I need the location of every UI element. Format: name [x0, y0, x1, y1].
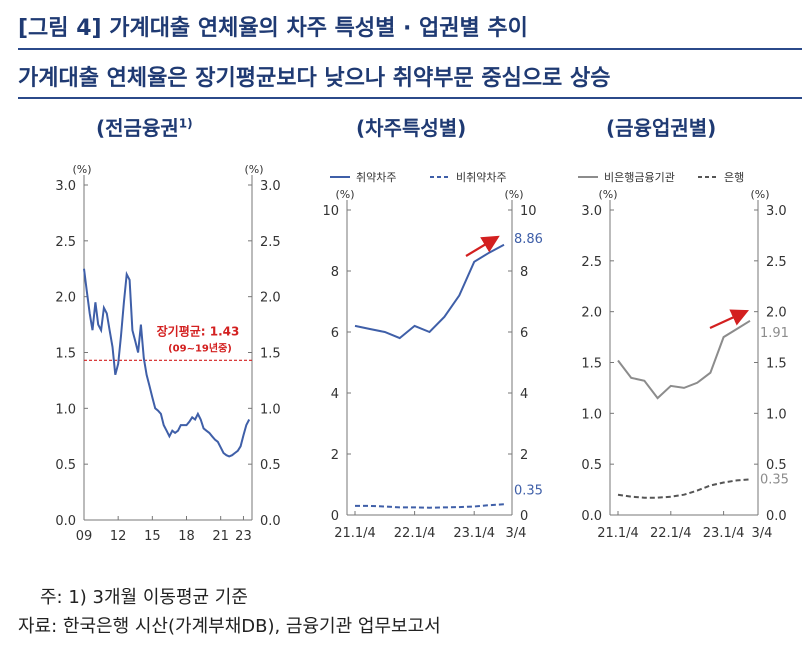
panel1-ytick-left-label: 2.0	[55, 291, 76, 306]
panel1-title-superscript: 1)	[178, 116, 193, 131]
panel1-average-label: 장기평균: 1.43	[157, 323, 240, 338]
panel1-xtick-label: 23	[235, 529, 252, 544]
panel3-ytick-left-label: 1.0	[581, 407, 602, 422]
panel1-ytick-right-label: 2.5	[260, 235, 281, 250]
panel3-ytick-right-label: 3.0	[766, 204, 787, 219]
panel1-ytick-left-label: 1.5	[55, 347, 76, 362]
panel2-ytick-left-label: 4	[331, 387, 339, 402]
panel3-y-unit-right: (%)	[750, 188, 769, 201]
panel2-ytick-right-label: 0	[520, 509, 528, 524]
panel1-ytick-right-label: 3.0	[260, 179, 281, 194]
panel3-ytick-left-label: 2.0	[581, 306, 602, 321]
panel3-ytick-right-label: 2.5	[766, 255, 787, 270]
panel1-xtick-label: 09	[76, 529, 93, 544]
source-note: 자료: 한국은행 시산(가계부채DB), 금융기관 업무보고서	[18, 616, 441, 637]
panel2-ytick-right-label: 6	[520, 326, 528, 341]
panel1-ytick-left-label: 2.5	[55, 235, 76, 250]
panel3-legend-label-1: 비은행금융기관	[604, 171, 675, 184]
panel2-title: (차주특성별)	[356, 116, 467, 140]
panel3-xtick-label: 22.1/4	[650, 526, 692, 541]
panel3-end-label-2: 0.35	[760, 472, 789, 487]
panel2-end-label-1: 8.86	[514, 232, 543, 247]
panel2-ytick-left-label: 2	[331, 448, 339, 463]
panel3-ytick-right-label: 0.0	[766, 509, 787, 524]
panel3-y-unit-left: (%)	[598, 188, 617, 201]
chart-area: 0.0 0.0 0.5 0.5 1.0 1.0 1.5 1.5 2.0 2.0 2.5 2.5 3.0 3…	[55, 163, 789, 544]
panel1-ytick-left-label: 0.0	[55, 514, 76, 529]
panel3-ytick-right-label: 1.0	[766, 407, 787, 422]
subtitle-divider	[18, 97, 802, 99]
panel3-series-line-1	[617, 319, 751, 400]
panel3-trend-arrow	[709, 309, 750, 330]
panel2-xtick-label: 22.1/4	[394, 526, 436, 541]
panel1-y-unit-left: (%)	[72, 163, 91, 176]
panel3-xtick-label: 3/4	[752, 526, 773, 541]
panel1-ytick-left-label: 0.5	[55, 458, 76, 473]
panel1-series-line	[83, 268, 251, 458]
panel3-ytick-left-label: 1.5	[581, 357, 602, 372]
panel3-legend-label-2: 은행	[724, 171, 744, 184]
panel2-xtick-label: 21.1/4	[334, 526, 376, 541]
panel2-legend-label-2: 비취약차주	[456, 170, 507, 184]
panel2-trend-arrow	[465, 235, 500, 257]
panel3-end-label-1: 1.91	[760, 326, 789, 341]
panel3-ytick-left-label: 0.5	[581, 458, 602, 473]
panel1-title-text: (전금융권	[96, 116, 179, 140]
panel2-xtick-label: 3/4	[506, 526, 527, 541]
panel3-title: (금융업권별)	[606, 116, 717, 140]
panel2-ytick-right-label: 4	[520, 387, 528, 402]
panel3-ytick-right-label: 1.5	[766, 357, 787, 372]
panel1-ytick-right-label: 0.5	[260, 458, 281, 473]
figure-subtitle: 가계대출 연체율은 장기평균보다 낮으나 취약부문 중심으로 상승	[18, 66, 611, 91]
figure-title: [그림 4] 가계대출 연체율의 차주 특성별 · 업권별 추이	[18, 16, 528, 41]
panel2-series-line-1	[354, 243, 505, 340]
panel1-y-unit-right: (%)	[244, 163, 263, 176]
panel2-xtick-label: 23.1/4	[453, 526, 495, 541]
panel1-ytick-right-label: 2.0	[260, 291, 281, 306]
panel1-xtick-label: 15	[144, 529, 161, 544]
panel1-xtick-label: 21	[212, 529, 229, 544]
panel1-title: (전금융권1)	[96, 112, 193, 141]
title-divider	[18, 48, 802, 50]
panel3-ytick-left-label: 3.0	[581, 204, 602, 219]
panel3-ytick-left-label: 2.5	[581, 255, 602, 270]
panel1-ytick-right-label: 0.0	[260, 514, 281, 529]
panel1-average-sublabel: (09~19년중)	[168, 341, 232, 354]
panel1-xtick-label: 12	[110, 529, 127, 544]
footnote: 주: 1) 3개월 이동평균 기준	[40, 587, 248, 608]
panel3-ytick-right-label: 0.5	[766, 458, 787, 473]
panel2-y-unit-right: (%)	[504, 188, 523, 201]
panel1-xtick-label: 18	[178, 529, 195, 544]
panel2-ytick-left-label: 0	[331, 509, 339, 524]
panel2-y-unit-left: (%)	[335, 188, 354, 201]
panel2-ytick-right-label: 10	[520, 204, 537, 219]
panel3-ytick-left-label: 0.0	[581, 509, 602, 524]
panel2-ytick-left-label: 6	[331, 326, 339, 341]
panel3-ytick-right-label: 2.0	[766, 306, 787, 321]
panel1-ytick-left-label: 3.0	[55, 179, 76, 194]
panel2-legend-label-1: 취약차주	[356, 170, 396, 184]
panel1-ytick-left-label: 1.0	[55, 402, 76, 417]
panel3-xtick-label: 21.1/4	[597, 526, 639, 541]
panel2-ytick-left-label: 10	[322, 204, 339, 219]
panel1-ytick-right-label: 1.0	[260, 402, 281, 417]
panel2-end-label-2: 0.35	[514, 483, 543, 498]
panel1-ytick-right-label: 1.5	[260, 347, 281, 362]
panel2-ytick-right-label: 2	[520, 448, 528, 463]
panel3-series-line-2	[617, 478, 751, 499]
panel2-ytick-right-label: 8	[520, 265, 528, 280]
panel2-series-line-2	[355, 503, 505, 509]
panel3-xtick-label: 23.1/4	[703, 526, 745, 541]
panel2-ytick-left-label: 8	[331, 265, 339, 280]
